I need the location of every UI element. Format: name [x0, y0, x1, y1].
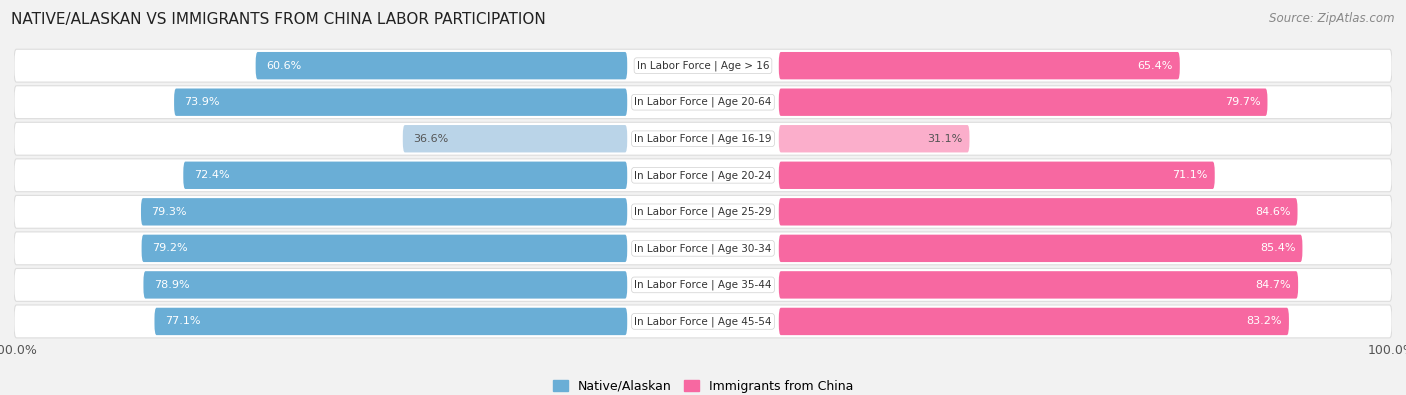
Text: In Labor Force | Age 16-19: In Labor Force | Age 16-19	[634, 134, 772, 144]
FancyBboxPatch shape	[14, 159, 1392, 192]
FancyBboxPatch shape	[141, 198, 627, 226]
FancyBboxPatch shape	[143, 271, 627, 299]
Text: In Labor Force | Age 45-54: In Labor Force | Age 45-54	[634, 316, 772, 327]
Text: 65.4%: 65.4%	[1137, 61, 1173, 71]
Text: 79.7%: 79.7%	[1225, 97, 1261, 107]
Text: In Labor Force | Age 30-34: In Labor Force | Age 30-34	[634, 243, 772, 254]
FancyBboxPatch shape	[183, 162, 627, 189]
FancyBboxPatch shape	[14, 49, 1392, 82]
Text: 79.3%: 79.3%	[152, 207, 187, 217]
Text: 60.6%: 60.6%	[266, 61, 301, 71]
FancyBboxPatch shape	[14, 232, 1392, 265]
FancyBboxPatch shape	[402, 125, 627, 152]
FancyBboxPatch shape	[779, 52, 1180, 79]
Text: 85.4%: 85.4%	[1260, 243, 1295, 253]
Text: In Labor Force | Age 20-64: In Labor Force | Age 20-64	[634, 97, 772, 107]
Text: In Labor Force | Age 20-24: In Labor Force | Age 20-24	[634, 170, 772, 181]
FancyBboxPatch shape	[779, 308, 1289, 335]
Text: 77.1%: 77.1%	[165, 316, 200, 326]
FancyBboxPatch shape	[779, 198, 1298, 226]
FancyBboxPatch shape	[779, 162, 1215, 189]
FancyBboxPatch shape	[779, 235, 1302, 262]
Text: 73.9%: 73.9%	[184, 97, 219, 107]
Text: 78.9%: 78.9%	[153, 280, 190, 290]
Text: 71.1%: 71.1%	[1173, 170, 1208, 180]
Legend: Native/Alaskan, Immigrants from China: Native/Alaskan, Immigrants from China	[548, 375, 858, 395]
Text: Source: ZipAtlas.com: Source: ZipAtlas.com	[1270, 12, 1395, 25]
Text: In Labor Force | Age 25-29: In Labor Force | Age 25-29	[634, 207, 772, 217]
FancyBboxPatch shape	[142, 235, 627, 262]
Text: 31.1%: 31.1%	[928, 134, 963, 144]
FancyBboxPatch shape	[14, 305, 1392, 338]
Text: In Labor Force | Age > 16: In Labor Force | Age > 16	[637, 60, 769, 71]
Text: 84.7%: 84.7%	[1256, 280, 1291, 290]
FancyBboxPatch shape	[779, 125, 970, 152]
FancyBboxPatch shape	[779, 88, 1267, 116]
Text: NATIVE/ALASKAN VS IMMIGRANTS FROM CHINA LABOR PARTICIPATION: NATIVE/ALASKAN VS IMMIGRANTS FROM CHINA …	[11, 12, 546, 27]
Text: 79.2%: 79.2%	[152, 243, 187, 253]
FancyBboxPatch shape	[779, 271, 1298, 299]
FancyBboxPatch shape	[174, 88, 627, 116]
FancyBboxPatch shape	[14, 196, 1392, 228]
Text: In Labor Force | Age 35-44: In Labor Force | Age 35-44	[634, 280, 772, 290]
FancyBboxPatch shape	[14, 122, 1392, 155]
Text: 83.2%: 83.2%	[1247, 316, 1282, 326]
FancyBboxPatch shape	[256, 52, 627, 79]
FancyBboxPatch shape	[14, 269, 1392, 301]
FancyBboxPatch shape	[155, 308, 627, 335]
FancyBboxPatch shape	[14, 86, 1392, 118]
Text: 84.6%: 84.6%	[1256, 207, 1291, 217]
Text: 36.6%: 36.6%	[413, 134, 449, 144]
Text: 72.4%: 72.4%	[194, 170, 229, 180]
